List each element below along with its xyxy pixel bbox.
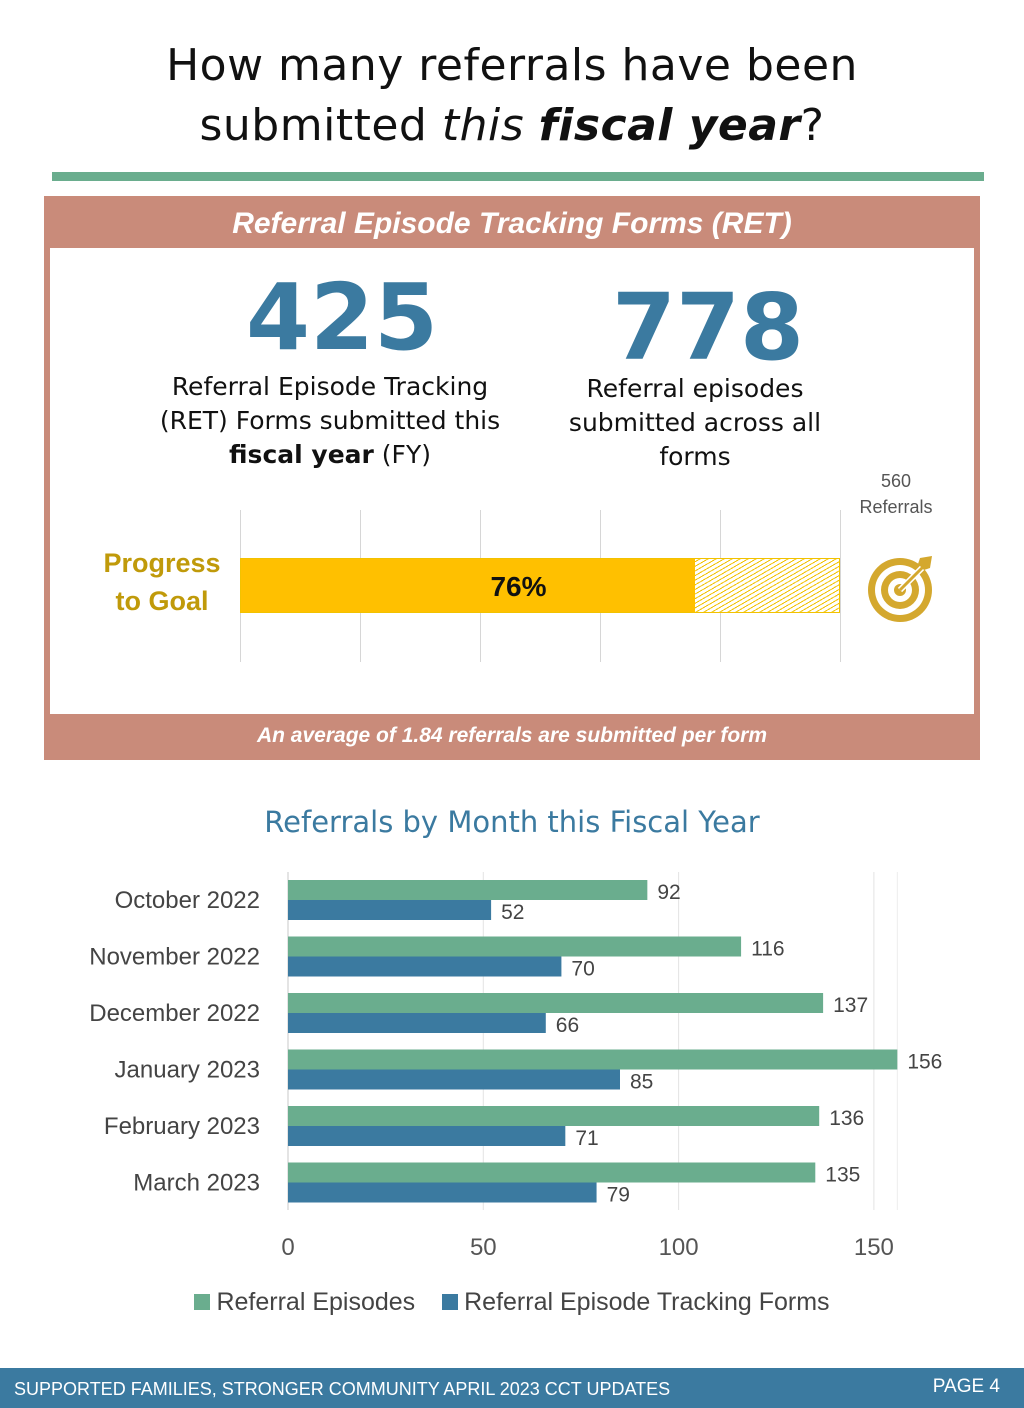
- target-icon: [868, 556, 932, 622]
- bar: [288, 1049, 898, 1070]
- ret-panel-footer: An average of 1.84 referrals are submitt…: [256, 724, 768, 747]
- goal-label-count: 560: [880, 471, 912, 491]
- progress-label-line2: to Goal: [115, 586, 209, 616]
- legend-swatch: [194, 1294, 211, 1310]
- bar: [288, 936, 742, 957]
- data-label: 52: [501, 901, 524, 924]
- category-label: February 2023: [104, 1113, 260, 1140]
- legend-item-forms: Referral Episode Tracking Forms: [442, 1284, 830, 1320]
- progress-label: Progress to Goal: [92, 544, 232, 620]
- legend-swatch: [442, 1294, 459, 1310]
- x-tick-label: 50: [470, 1234, 497, 1260]
- category-label: December 2022: [89, 1000, 260, 1027]
- episodes-desc-line3: forms: [659, 442, 731, 471]
- episodes-description: Referral episodes submitted across all f…: [540, 372, 850, 474]
- goal-label: 560 Referrals: [846, 468, 946, 520]
- bar: [288, 1013, 546, 1033]
- forms-desc-line2: (RET) Forms submitted this: [159, 406, 501, 435]
- data-label: 135: [825, 1164, 860, 1187]
- ret-panel-header: Referral Episode Tracking Forms (RET): [232, 207, 792, 240]
- data-label: 85: [630, 1071, 653, 1094]
- bar: [288, 1162, 816, 1183]
- data-label: 79: [607, 1184, 630, 1207]
- forms-count: 425: [246, 264, 439, 371]
- x-tick-label: 100: [659, 1234, 699, 1260]
- chart-legend: Referral Episodes Referral Episode Track…: [0, 1284, 1024, 1320]
- legend-label: Referral Episodes: [216, 1288, 416, 1316]
- data-label: 136: [829, 1107, 864, 1130]
- ret-panel-body: 425 Referral Episode Tracking (RET) Form…: [50, 248, 974, 714]
- page-title-post: ?: [800, 100, 825, 151]
- progress-bar-fill: [241, 559, 696, 612]
- data-label: 116: [751, 938, 784, 961]
- bar: [288, 1106, 820, 1126]
- forms-desc-line3: fiscal year (FY): [140, 438, 520, 472]
- data-label: 66: [556, 1014, 579, 1037]
- goal-label-unit: Referrals: [859, 497, 933, 517]
- data-label: 156: [907, 1051, 942, 1074]
- data-label: 70: [571, 958, 594, 981]
- bar: [288, 1126, 566, 1146]
- x-tick-label: 150: [854, 1234, 894, 1260]
- category-label: October 2022: [115, 887, 260, 914]
- bar: [288, 900, 492, 920]
- referrals-bar-chart: 0 50 100 150 October 2022 92 52 November 2022 11…: [89, 872, 942, 1260]
- page-title-line2: submitted this fiscal year?: [0, 96, 1024, 156]
- progress-percent: 76%: [490, 571, 547, 602]
- chart-title: Referrals by Month this Fiscal Year: [264, 805, 760, 839]
- data-label: 137: [833, 994, 868, 1017]
- legend-item-episodes: Referral Episodes: [194, 1284, 415, 1320]
- forms-desc-line1: Referral Episode Tracking: [171, 372, 489, 401]
- page-title: How many referrals have been submitted t…: [0, 36, 1024, 156]
- progress-bar-track: 76%: [240, 558, 840, 613]
- page-title-italic: this: [441, 100, 539, 151]
- category-label: November 2022: [89, 944, 260, 971]
- ret-panel: Referral Episode Tracking Forms (RET) 42…: [44, 196, 980, 760]
- category-label: January 2023: [115, 1057, 260, 1084]
- progress-label-line1: Progress: [103, 548, 221, 578]
- bar: [288, 1182, 597, 1203]
- page-title-line1: How many referrals have been: [166, 40, 858, 91]
- episodes-desc-line2: submitted across all: [568, 408, 822, 437]
- page-title-bold-italic: fiscal year: [538, 100, 801, 151]
- bar: [288, 880, 648, 900]
- footer-left-text: SUPPORTED FAMILIES, STRONGER COMMUNITY A…: [14, 1379, 671, 1399]
- category-label: March 2023: [133, 1170, 260, 1197]
- episodes-count: 778: [612, 274, 805, 381]
- progress-gridline: [840, 510, 841, 662]
- episodes-desc-line1: Referral episodes: [586, 374, 804, 403]
- legend-label: Referral Episode Tracking Forms: [464, 1288, 830, 1316]
- x-tick-label: 0: [281, 1234, 294, 1260]
- forms-desc-bold: fiscal year: [229, 440, 374, 469]
- bar: [288, 956, 562, 977]
- bar: [288, 993, 824, 1013]
- page-number: PAGE 4: [932, 1376, 1000, 1397]
- forms-description: Referral Episode Tracking (RET) Forms su…: [140, 370, 520, 472]
- bar: [288, 1069, 620, 1090]
- forms-desc-tail: (FY): [373, 440, 431, 469]
- title-divider: [52, 172, 984, 181]
- data-label: 71: [575, 1127, 598, 1150]
- page-title-pre: submitted: [199, 100, 442, 151]
- page-footer: SUPPORTED FAMILIES, STRONGER COMMUNITY A…: [0, 1368, 1024, 1408]
- data-label: 92: [657, 881, 680, 904]
